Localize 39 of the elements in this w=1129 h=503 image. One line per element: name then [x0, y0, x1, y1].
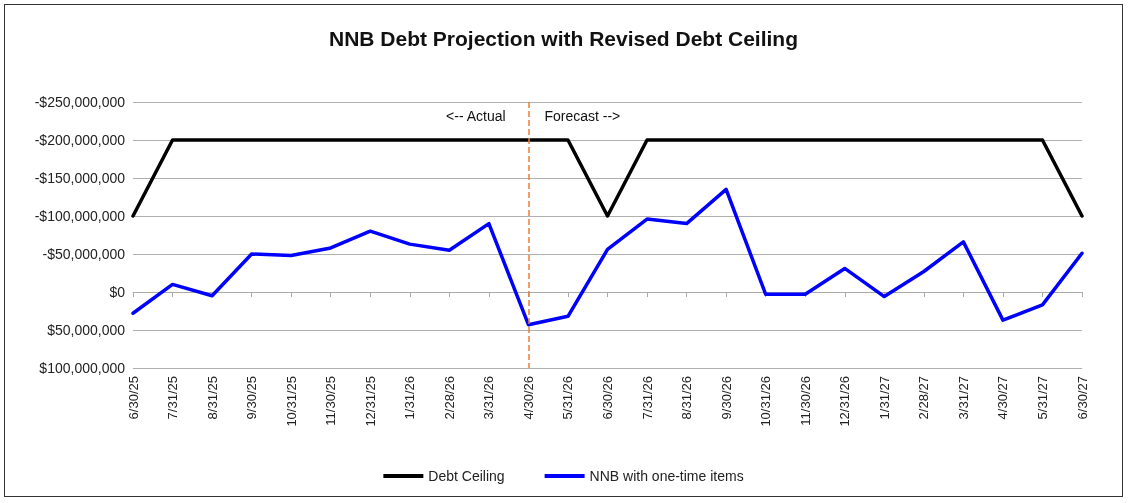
x-tick-label: 6/30/25: [125, 376, 141, 420]
x-tick-label: 7/31/25: [165, 376, 181, 420]
annotation: Forecast -->: [544, 108, 621, 124]
x-tick-label: 6/30/26: [600, 376, 615, 420]
y-tick-label: -$250,000,000: [34, 94, 126, 110]
x-tick-label: 10/31/25: [283, 376, 299, 427]
x-tick-label: 7/31/26: [639, 376, 655, 420]
annotation: <-- Actual: [446, 108, 506, 124]
x-tick-label: 12/31/25: [362, 376, 378, 427]
y-tick-label: -$50,000,000: [42, 246, 126, 262]
line-series: [131, 187, 1084, 327]
y-tick-label: $0: [109, 284, 126, 300]
y-tick-label: $50,000,000: [47, 322, 126, 338]
x-tick-label: 11/30/26: [797, 376, 813, 426]
y-tick-label: -$150,000,000: [34, 170, 126, 186]
x-tick-label: 2/28/26: [441, 376, 457, 420]
chart-title: NNB Debt Projection with Revised Debt Ceiling: [328, 27, 799, 50]
x-tick-label: 4/30/27: [995, 376, 1011, 420]
x-tick-label: 5/31/26: [560, 376, 576, 420]
y-tick-label: -$200,000,000: [34, 132, 126, 148]
x-tick-label: 8/31/26: [679, 376, 695, 420]
y-tick-label: -$100,000,000: [34, 208, 126, 224]
x-tick-label: 12/31/26: [837, 376, 853, 427]
legend-label: Debt Ceiling: [428, 468, 505, 484]
x-tick-label: 9/30/26: [718, 376, 734, 420]
x-tick-label: 5/31/27: [1034, 376, 1050, 420]
x-tick-label: 10/31/26: [758, 376, 774, 427]
x-tick-label: 8/31/25: [204, 376, 220, 420]
x-tick-label: 4/30/26: [520, 376, 536, 420]
legend-label: NNB with one-time items: [589, 468, 744, 484]
x-tick-label: 3/31/26: [481, 376, 497, 420]
x-tick-label: 2/28/27: [916, 376, 932, 420]
x-tick-label: 6/30/27: [1074, 376, 1090, 420]
x-tick-label: 3/31/27: [955, 376, 971, 420]
x-tick-label: 9/30/25: [244, 376, 260, 420]
x-tick-label: 11/30/25: [323, 376, 339, 426]
x-tick-label: 1/31/26: [402, 376, 418, 420]
x-tick-label: 1/31/27: [876, 376, 892, 420]
y-tick-label: $100,000,000: [39, 360, 126, 376]
